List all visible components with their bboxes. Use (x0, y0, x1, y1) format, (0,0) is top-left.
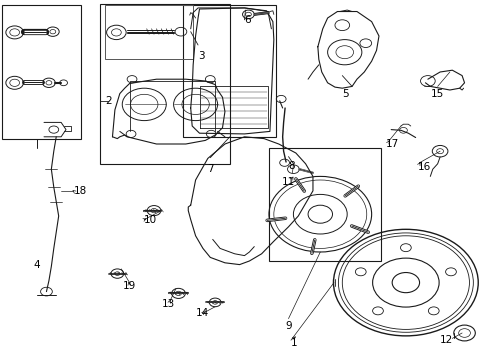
Bar (268, 148, 381, 261)
Bar (105, 5, 193, 59)
Text: 11: 11 (281, 177, 295, 187)
Text: 19: 19 (122, 281, 136, 291)
Text: 6: 6 (244, 15, 251, 25)
Text: 3: 3 (198, 51, 204, 61)
Text: 9: 9 (285, 321, 291, 331)
Text: 17: 17 (386, 139, 399, 149)
Text: 18: 18 (73, 186, 86, 196)
Text: 8: 8 (288, 161, 295, 171)
Text: 16: 16 (417, 162, 430, 172)
Text: 15: 15 (430, 89, 444, 99)
Text: 14: 14 (196, 308, 209, 318)
Text: 2: 2 (105, 96, 112, 106)
Bar (100, 4, 229, 164)
Text: 5: 5 (342, 89, 348, 99)
Text: 7: 7 (206, 164, 213, 174)
Text: 1: 1 (290, 338, 297, 348)
Text: 12: 12 (439, 335, 452, 345)
Text: 13: 13 (162, 299, 175, 309)
Bar (183, 5, 276, 137)
Text: 10: 10 (144, 215, 157, 225)
Bar (2, 5, 81, 139)
Text: 4: 4 (33, 260, 40, 270)
